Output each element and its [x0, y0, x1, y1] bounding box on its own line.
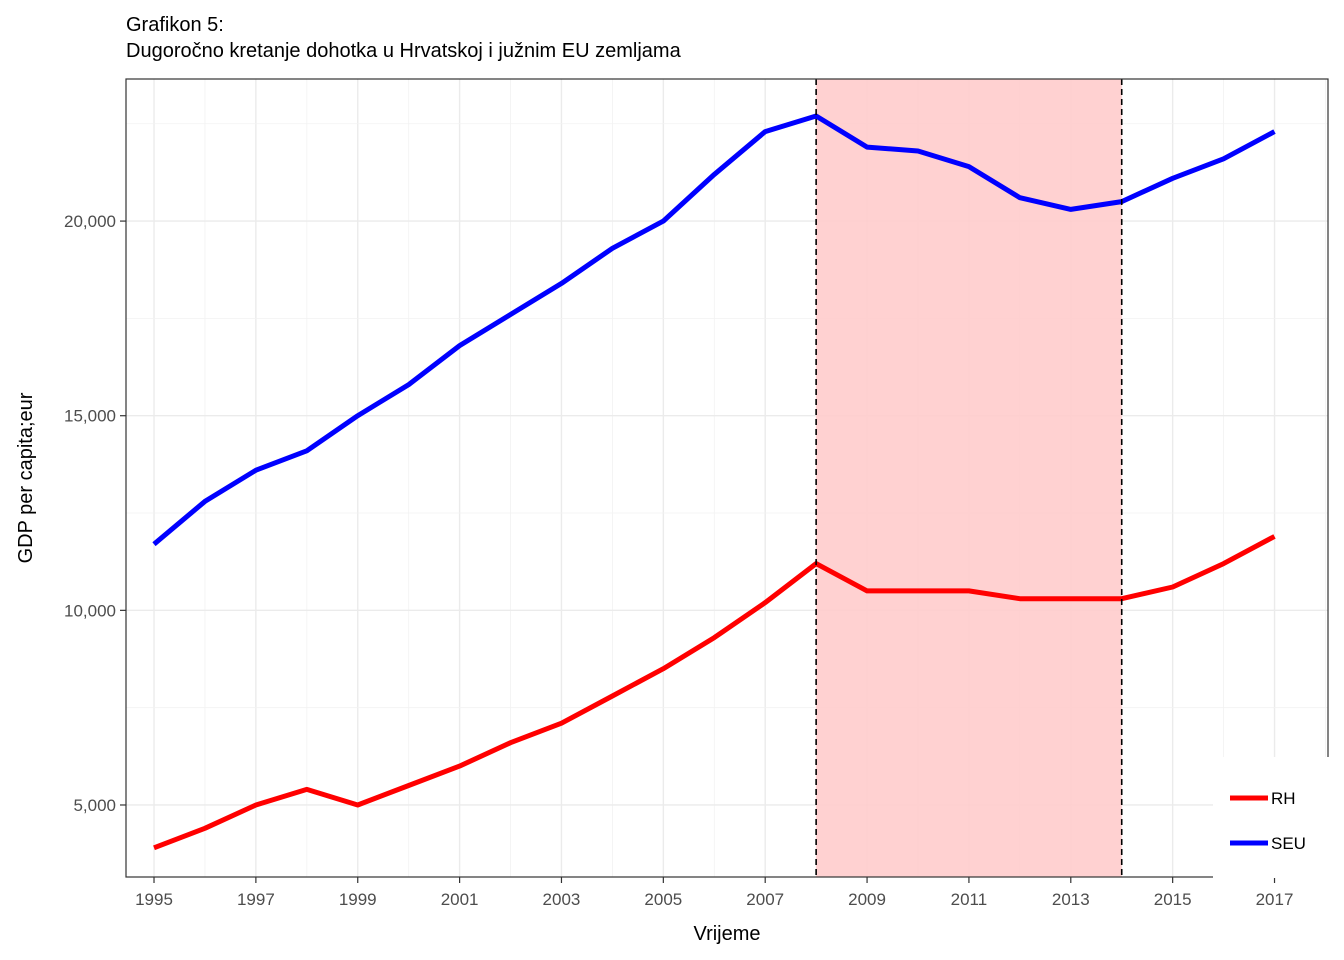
x-tick-label: 2003 [543, 890, 581, 909]
x-tick-label: 2013 [1052, 890, 1090, 909]
x-tick-label: 2001 [441, 890, 479, 909]
y-tick-label: 15,000 [64, 407, 116, 426]
x-tick-label: 2017 [1256, 890, 1294, 909]
x-tick-label: 2007 [746, 890, 784, 909]
panel-border [125, 78, 1329, 878]
y-tick-label: 5,000 [73, 796, 116, 815]
legend-label-rh: RH [1271, 789, 1296, 808]
axes: 1995 1997 1999 2001 2003 2005 2007 2009 2011 2013… [64, 78, 1329, 909]
y-axis-title: GDP per capita;eur [15, 392, 37, 563]
series-line-seu [152, 113, 1276, 547]
x-tick-label: 1997 [237, 890, 275, 909]
legend-box [1213, 757, 1344, 878]
x-tick-label: 1995 [135, 890, 173, 909]
plot-background [126, 79, 1328, 877]
y-tick-label: 10,000 [64, 601, 116, 620]
legend: RH SEU [1213, 757, 1344, 878]
x-tick-label: 2005 [644, 890, 682, 909]
x-axis-title: Vrijeme [693, 923, 760, 945]
vertical-lines [815, 79, 1123, 877]
chart-title: Grafikon 5: [126, 14, 224, 36]
chart-title-block: Grafikon 5: Dugoročno kretanje dohotka u… [126, 12, 681, 64]
x-tick-label: 2009 [848, 890, 886, 909]
x-tick-label: 2011 [951, 890, 988, 909]
legend-label-seu: SEU [1271, 834, 1306, 853]
x-tick-label: 1999 [339, 890, 377, 909]
plot-panel [126, 79, 1328, 877]
recession-shade [816, 79, 1122, 877]
y-tick-label: 20,000 [64, 212, 116, 231]
shaded-region [816, 79, 1122, 877]
x-tick-label: 2015 [1154, 890, 1192, 909]
chart-subtitle: Dugoročno kretanje dohotka u Hrvatskoj i… [126, 40, 681, 62]
series-lines [152, 113, 1276, 851]
series-line-rh [153, 534, 1276, 851]
